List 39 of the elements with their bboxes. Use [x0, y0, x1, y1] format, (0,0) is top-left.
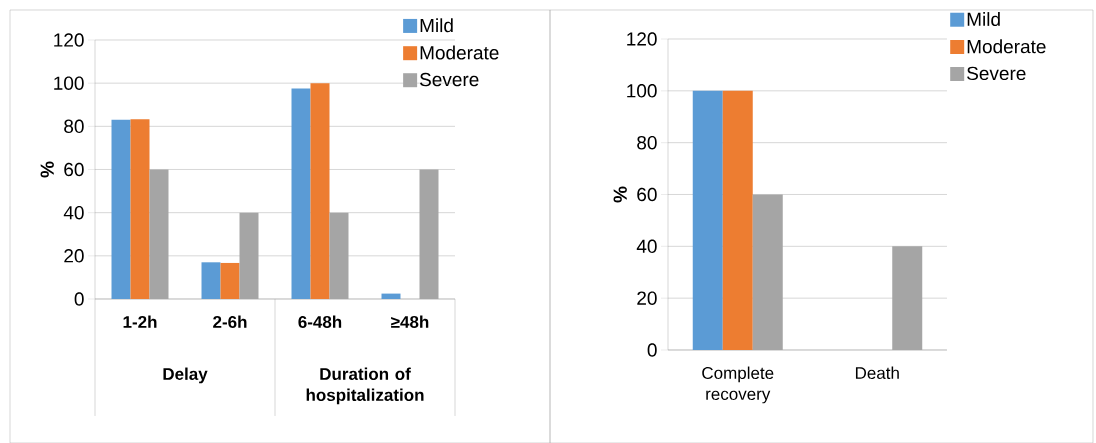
x-tick-label: 1-2h	[123, 315, 157, 328]
y-tick-label: 20	[64, 249, 84, 263]
legend-label: Moderate	[420, 45, 499, 60]
bar	[291, 88, 311, 299]
bar	[220, 262, 240, 299]
legend-label: Mild	[967, 12, 1000, 27]
legend-label: Moderate	[967, 39, 1046, 54]
legend-label: Severe	[419, 72, 479, 87]
legend-label: Mild	[420, 18, 453, 33]
bar	[130, 119, 150, 299]
y-tick-label: 60	[64, 162, 84, 177]
legend-label: Severe	[967, 66, 1026, 81]
y-tick-label: 20	[637, 291, 657, 305]
x-tick-label: Death	[855, 366, 899, 380]
y-tick-label: 80	[64, 119, 84, 134]
bar	[381, 293, 401, 299]
text: Delay	[163, 367, 208, 384]
x-tick-label: ≥48h	[391, 315, 429, 329]
bar	[722, 90, 753, 350]
y-tick-label: 100	[54, 76, 84, 90]
x-tick-label: Complete recovery	[702, 366, 774, 404]
bar	[201, 262, 221, 299]
y-tick-label: 80	[637, 135, 657, 150]
y-tick-label: 0	[647, 343, 657, 357]
y-axis-title: %	[613, 186, 627, 203]
y-tick-label: 60	[637, 187, 657, 202]
y-tick-label: 100	[627, 84, 657, 98]
x-tick-label: 2-6h	[213, 315, 247, 329]
bar	[111, 119, 131, 299]
y-tick-label: 120	[54, 33, 84, 47]
y-axis-title: %	[40, 161, 54, 178]
y-tick-label: 40	[63, 205, 84, 220]
y-tick-label: 120	[627, 32, 657, 46]
x-tick-label: 6-48h	[298, 315, 342, 329]
y-tick-label: 0	[74, 292, 84, 306]
bar	[310, 83, 330, 299]
bar	[692, 90, 723, 350]
y-tick-label: 40	[636, 239, 657, 254]
text: Duration of hospitalization	[306, 367, 424, 405]
